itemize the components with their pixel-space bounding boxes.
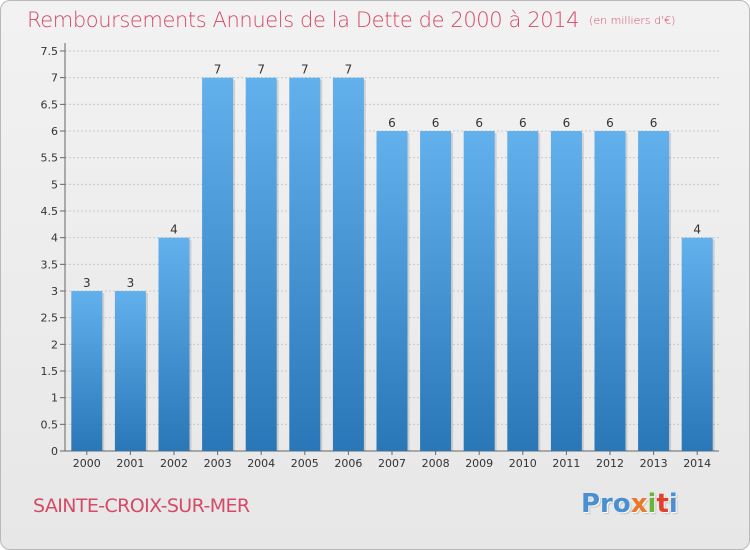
data-label-2009: 6	[475, 116, 483, 130]
x-tick-label-2000: 2000	[73, 457, 101, 470]
x-tick-label-2005: 2005	[291, 457, 319, 470]
x-tick-label-2001: 2001	[116, 457, 144, 470]
bar-2014	[681, 237, 713, 451]
data-label-2005: 7	[301, 63, 309, 77]
y-tick-label: 7	[51, 72, 58, 85]
labels: 0 0.5 1 1.5 2 2.5 3 3.5 4 4.5 5 5.5 6 6.5 7 7.5 3 2000 3 20…	[41, 45, 712, 470]
bar-2005	[289, 77, 321, 452]
place-name: SAINTE-CROIX-SUR-MER	[33, 495, 250, 517]
chart-title: Remboursements Annuels de la Dette de 20…	[27, 8, 675, 32]
bar-2007	[376, 131, 408, 451]
data-label-2004: 7	[257, 63, 265, 77]
x-tick-label-2007: 2007	[378, 457, 406, 470]
x-tick-label-2011: 2011	[552, 457, 580, 470]
y-tick-label: 5	[51, 178, 58, 191]
data-label-2013: 6	[650, 116, 658, 130]
x-tick-label-2014: 2014	[683, 457, 711, 470]
y-tick-label: 2	[51, 338, 58, 351]
y-tick-label: 1	[51, 392, 58, 405]
chart-unit: (en milliers d'€)	[589, 14, 676, 27]
y-tick-label: 6	[51, 125, 58, 138]
proxiti-logo: Proxiti	[581, 489, 678, 519]
bar-2009	[463, 131, 495, 451]
data-label-2014: 4	[693, 223, 701, 237]
bar-2003	[202, 77, 234, 452]
y-tick-label: 7.5	[41, 45, 59, 58]
x-tick-label-2012: 2012	[596, 457, 624, 470]
bar-2006	[332, 77, 364, 452]
y-tick-label: 1.5	[41, 365, 59, 378]
x-tick-label-2013: 2013	[640, 457, 668, 470]
data-label-2007: 6	[388, 116, 396, 130]
y-tick-label: 3.5	[41, 258, 59, 271]
data-label-2008: 6	[432, 116, 440, 130]
bar-2004	[245, 77, 277, 452]
data-label-2003: 7	[214, 63, 222, 77]
y-tick-label: 5.5	[41, 152, 59, 165]
x-tick-label-2002: 2002	[160, 457, 188, 470]
data-label-2001: 3	[127, 276, 135, 290]
x-tick-label-2008: 2008	[422, 457, 450, 470]
bar-2000	[71, 291, 103, 451]
chart-title-text: Remboursements Annuels de la Dette de 20…	[27, 8, 580, 32]
y-tick-label: 0.5	[41, 418, 59, 431]
bar-2008	[420, 131, 452, 451]
bars	[71, 77, 715, 452]
x-tick-label-2004: 2004	[247, 457, 275, 470]
data-label-2011: 6	[563, 116, 571, 130]
data-label-2012: 6	[606, 116, 614, 130]
bar-2011	[550, 131, 582, 451]
y-tick-label: 6.5	[41, 98, 59, 111]
x-tick-label-2003: 2003	[204, 457, 232, 470]
y-tick-label: 4.5	[41, 205, 59, 218]
y-tick-label: 2.5	[41, 312, 59, 325]
x-tick-label-2010: 2010	[509, 457, 537, 470]
bar-2010	[507, 131, 539, 451]
data-label-2006: 7	[345, 63, 353, 77]
y-tick-label: 0	[51, 445, 58, 458]
x-tick-label-2009: 2009	[465, 457, 493, 470]
bar-2012	[594, 131, 626, 451]
y-tick-label: 3	[51, 285, 58, 298]
data-label-2002: 4	[170, 223, 178, 237]
bar-2002	[158, 237, 190, 451]
bar-2001	[114, 291, 146, 451]
data-label-2000: 3	[83, 276, 91, 290]
bar-2013	[638, 131, 670, 451]
y-tick-label: 4	[51, 232, 58, 245]
x-tick-label-2006: 2006	[334, 457, 362, 470]
data-label-2010: 6	[519, 116, 527, 130]
